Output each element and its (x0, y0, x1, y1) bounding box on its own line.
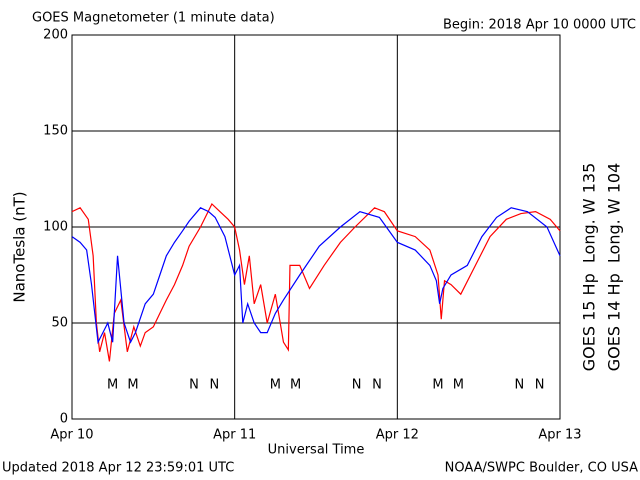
legend-entry: GOES 14 Hp Long. W 104 (605, 163, 624, 371)
chart-subtitle: Begin: 2018 Apr 10 0000 UTC (443, 18, 636, 33)
x-tick-label: Apr 13 (538, 428, 581, 443)
y-tick-label: 50 (51, 316, 68, 331)
time-marker: N (372, 378, 382, 393)
time-marker: N (352, 378, 362, 393)
y-tick-label: 0 (60, 412, 68, 427)
footer-left: Updated 2018 Apr 12 23:59:01 UTC (2, 461, 234, 476)
legend-entry: GOES 15 Hp Long. W 135 (580, 163, 599, 371)
plot-frame (71, 34, 561, 420)
x-tick-label: Apr 10 (50, 428, 93, 443)
time-marker: N (189, 378, 199, 393)
y-tick-label: 150 (43, 124, 68, 139)
x-axis-label: Universal Time (268, 443, 365, 458)
series-line (71, 207, 561, 345)
time-marker: N (535, 378, 545, 393)
x-tick-label: Apr 12 (376, 428, 419, 443)
y-axis-label: NanoTesla (nT) (11, 191, 29, 302)
x-tick-label: Apr 11 (213, 428, 256, 443)
y-tick-label: 200 (43, 28, 68, 43)
time-marker: M (290, 378, 301, 393)
time-marker: M (432, 378, 443, 393)
y-tick-label: 100 (43, 220, 68, 235)
time-marker: N (209, 378, 219, 393)
time-marker: N (514, 378, 524, 393)
time-marker: M (127, 378, 138, 393)
chart-title: GOES Magnetometer (1 minute data) (32, 11, 275, 26)
time-marker: M (270, 378, 281, 393)
time-marker: M (453, 378, 464, 393)
time-marker: M (107, 378, 118, 393)
footer-right: NOAA/SWPC Boulder, CO USA (445, 461, 638, 476)
